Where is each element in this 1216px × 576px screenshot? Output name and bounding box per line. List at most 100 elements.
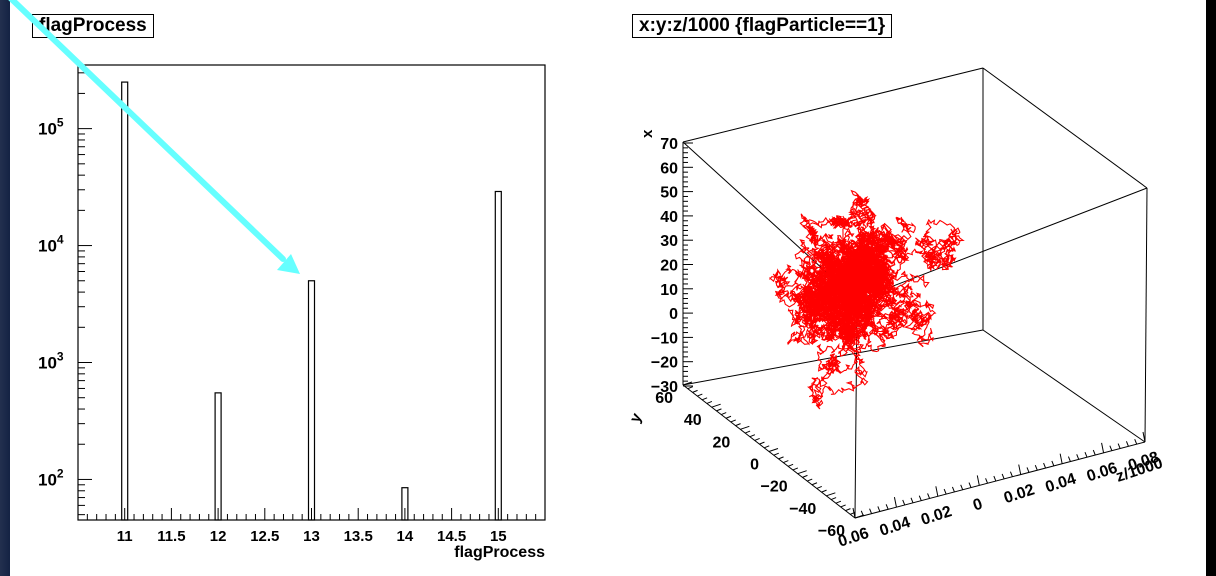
- z-axis-tick: [1018, 464, 1022, 475]
- y-axis-tick: [764, 445, 770, 449]
- z-axis-tick: [968, 482, 972, 488]
- box-edge: [682, 67, 984, 143]
- z-axis-tick: [860, 510, 864, 517]
- box-edge: [1144, 187, 1148, 443]
- x-tick-label: 50: [660, 185, 678, 202]
- z-axis-tick: [943, 488, 947, 495]
- x-tick-label: 30: [660, 233, 678, 250]
- z-axis-tick: [1092, 449, 1096, 456]
- y-tick-label: 105: [38, 116, 64, 139]
- y-axis-tick: [706, 401, 713, 404]
- x-tick-label: 11.5: [157, 528, 185, 545]
- z-axis-tick: [960, 484, 964, 490]
- y-axis-tick: [721, 412, 727, 416]
- x-tick-label: 11: [117, 528, 133, 545]
- x-axis-label: x: [639, 129, 656, 138]
- y-axis-tick: [840, 504, 846, 508]
- y-axis-tick: [797, 470, 807, 475]
- box-edge: [856, 187, 1148, 301]
- z-axis-tick: [1101, 442, 1105, 453]
- z-axis-tick: [885, 504, 889, 510]
- x-tick-label: 12: [210, 528, 227, 545]
- canvas-panel: [10, 0, 1206, 576]
- z-axis-tick: [927, 493, 931, 499]
- x-tick-label: 20: [660, 258, 678, 275]
- scatter-title: x:y:z/1000 {flagParticle==1}: [632, 14, 893, 38]
- y-axis-tick: [740, 425, 750, 430]
- x-tick-label: 13.5: [344, 528, 373, 545]
- y-tick-label: 20: [713, 434, 731, 451]
- y-axis-tick: [802, 474, 808, 478]
- x-tick-label: −10: [651, 330, 678, 347]
- histogram-title: flagProcess: [32, 14, 154, 38]
- z-axis-tick: [1134, 438, 1138, 445]
- z-axis-tick: [1001, 473, 1005, 480]
- z-axis-tick: [1059, 453, 1063, 464]
- x-tick-label: 12.5: [250, 528, 279, 545]
- z-axis-tick: [910, 497, 914, 503]
- histogram-xlabel: flagProcess: [454, 544, 545, 561]
- z-axis-tick: [918, 495, 922, 501]
- x-tick-label: 10: [660, 282, 678, 299]
- y-axis-tick: [711, 403, 721, 408]
- y-axis-tick: [773, 452, 779, 456]
- z-axis-tick: [1043, 462, 1047, 469]
- y-axis-tick: [692, 389, 698, 393]
- z-axis-tick: [976, 475, 980, 486]
- x-tick-label: 0: [669, 306, 678, 323]
- y-axis-tick: [730, 419, 736, 423]
- x-tick-label: 70: [660, 136, 678, 153]
- z-axis-tick: [985, 478, 989, 484]
- x-tick-label: 14: [397, 528, 414, 545]
- y-axis-tick: [845, 508, 851, 512]
- y-axis-tick: [792, 467, 799, 471]
- z-axis-tick: [1076, 454, 1080, 460]
- z-axis-tick: [1117, 443, 1121, 449]
- y-axis-tick: [811, 482, 818, 486]
- y-axis-tick: [716, 408, 722, 412]
- z-axis-tick: [1125, 441, 1129, 447]
- z-axis-tick: [951, 486, 955, 493]
- y-tick-label: −20: [761, 479, 788, 496]
- arrow-head: [277, 254, 300, 274]
- y-tick-label: 40: [684, 412, 702, 429]
- box-edge: [854, 441, 1146, 519]
- trajectory-core: [816, 233, 910, 323]
- z-axis-tick: [993, 475, 997, 482]
- y-axis-tick: [807, 478, 813, 482]
- z-axis-tick: [893, 497, 897, 508]
- y-axis-tick: [697, 393, 703, 397]
- x-tick-label: 40: [660, 209, 678, 226]
- y-axis-tick: [754, 437, 760, 441]
- z-axis-tick: [869, 508, 873, 514]
- z-axis-tick: [1034, 465, 1038, 471]
- x-tick-label: 14.5: [437, 528, 466, 545]
- y-axis-tick: [826, 492, 836, 497]
- z-axis-tick: [1051, 460, 1055, 467]
- y-axis-tick: [854, 514, 865, 519]
- y-axis-tick: [759, 441, 765, 445]
- z-axis-tick: [1067, 456, 1071, 462]
- x-tick-label: 60: [660, 160, 678, 177]
- z-axis-tick: [1009, 471, 1013, 477]
- x-tick-label: −20: [651, 355, 678, 372]
- y-axis-tick: [821, 489, 827, 493]
- y-axis-tick: [830, 497, 837, 500]
- y-axis-tick: [835, 500, 842, 504]
- y-tick-label: 104: [38, 233, 64, 256]
- y-axis-tick: [725, 415, 732, 419]
- y-tick-label: −60: [818, 523, 845, 540]
- y-axis-tick: [768, 448, 779, 452]
- y-tick-label: 103: [38, 350, 64, 373]
- x-tick-label: 13: [303, 528, 320, 545]
- y-axis-tick: [816, 485, 822, 489]
- y-tick-label: −40: [789, 501, 816, 518]
- box-edge: [982, 329, 1146, 443]
- z-axis-tick: [1142, 431, 1146, 443]
- y-axis-tick: [701, 397, 708, 401]
- z-axis-tick: [877, 506, 881, 512]
- y-tick-label: 0: [750, 457, 759, 474]
- y-axis-tick: [783, 460, 789, 464]
